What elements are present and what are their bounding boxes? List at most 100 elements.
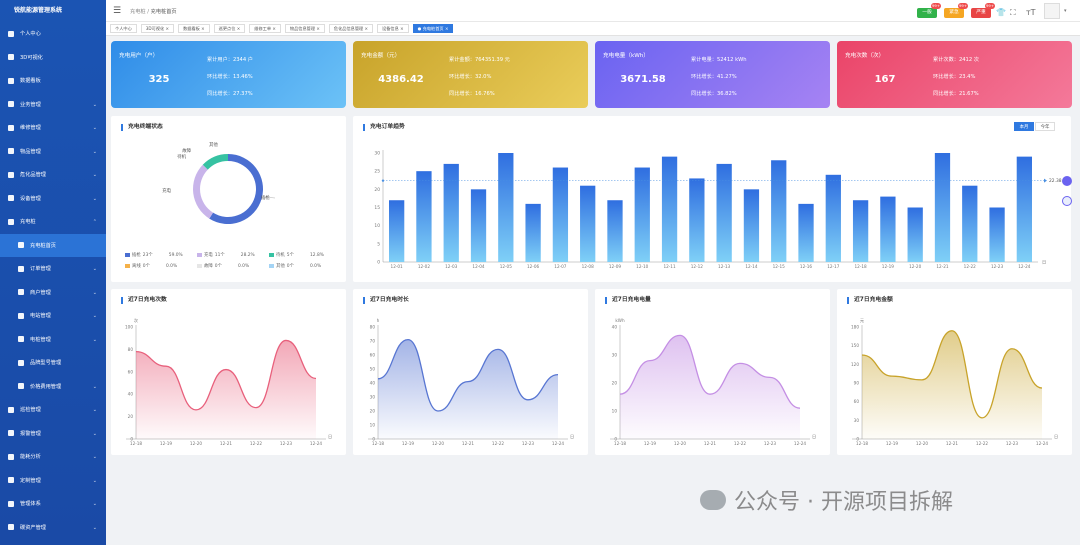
fullscreen-icon[interactable]: ⛶ <box>1010 8 1016 17</box>
bar-chart: 0 5 10 15 20 25 30 12-01 12-02 12-03 12-04 12-05 12-… <box>374 150 1062 269</box>
close-icon[interactable]: × <box>199 26 205 31</box>
close-icon[interactable]: × <box>315 26 320 31</box>
menu-icon <box>8 148 14 155</box>
alarm-badge-button[interactable]: 紧急 99+ <box>944 3 968 18</box>
sidebar-item[interactable]: 能耗分析 ⌄ <box>0 445 106 469</box>
chevron-down-icon: ⌄ <box>92 172 97 178</box>
sidebar-item[interactable]: 电桩管理 ⌄ <box>0 328 106 352</box>
sidebar-item[interactable]: 数据看板 <box>0 69 106 93</box>
tag-view-item[interactable]: 危化品信息管理 × <box>328 24 374 33</box>
shirt-icon[interactable]: 👕 <box>996 8 1006 17</box>
bar[interactable] <box>416 171 432 262</box>
x-tick-label: 12-19 <box>160 441 173 446</box>
sidebar-item[interactable]: 危化品管理 ⌄ <box>0 163 106 187</box>
chevron-down-icon: ⌄ <box>92 266 97 272</box>
font-size-icon[interactable]: ᴛT <box>1026 8 1036 17</box>
sidebar-item-label: 充电桩 <box>20 219 36 226</box>
sidebar-item[interactable]: 3D可视化 <box>0 46 106 70</box>
series-line[interactable] <box>377 338 559 412</box>
sidebar-item[interactable]: 业务管理 ⌄ <box>0 93 106 117</box>
bar[interactable] <box>580 185 596 262</box>
bar[interactable] <box>880 196 896 262</box>
series-line[interactable] <box>135 339 317 411</box>
legend-pct: 0.0% <box>309 263 322 269</box>
sidebar-item[interactable]: 巡检管理 ⌄ <box>0 398 106 422</box>
bar[interactable] <box>1016 156 1032 262</box>
series-line[interactable] <box>861 330 1043 419</box>
sidebar-item[interactable]: 碳资产管理 ⌄ <box>0 516 106 540</box>
sidebar-item[interactable]: 设备管理 ⌄ <box>0 187 106 211</box>
bar[interactable] <box>771 160 787 262</box>
bar[interactable] <box>907 207 923 263</box>
x-tick-label: 12-24 <box>1036 441 1049 446</box>
sidebar-item[interactable]: 个人中心 <box>0 22 106 46</box>
tag-label: 数据看板 <box>183 26 200 31</box>
sidebar-item[interactable]: 管理体系 ⌄ <box>0 492 106 516</box>
series-line[interactable] <box>619 334 801 409</box>
area-fill <box>378 339 558 439</box>
tag-view-item[interactable]: 巡更点位 × <box>213 24 246 33</box>
y-tick-label: 10 <box>370 423 376 428</box>
close-icon[interactable]: × <box>235 26 241 31</box>
close-icon[interactable]: × <box>398 26 404 31</box>
close-icon[interactable]: × <box>164 26 170 31</box>
range-toggle-button[interactable]: 本月 <box>1014 122 1034 131</box>
tag-view-item[interactable]: 物品信息管理 × <box>284 24 325 33</box>
bar[interactable] <box>716 163 732 262</box>
close-icon[interactable]: × <box>443 26 449 31</box>
bar[interactable] <box>607 200 623 262</box>
tag-view-item[interactable]: 3D可视化 × <box>140 24 175 33</box>
sidebar-item[interactable]: 充电桩首页 <box>0 233 106 257</box>
y-tick-label: 40 <box>612 325 618 330</box>
close-icon[interactable]: × <box>271 26 276 31</box>
sidebar-item[interactable]: 价格费用管理 ⌄ <box>0 375 106 399</box>
bar[interactable] <box>552 167 569 262</box>
sidebar-item[interactable]: 物品管理 ⌄ <box>0 140 106 164</box>
bar[interactable] <box>525 203 541 262</box>
bar[interactable] <box>852 200 869 262</box>
bar[interactable] <box>989 207 1005 263</box>
sidebar-item[interactable]: 维修管理 ⌄ <box>0 116 106 140</box>
bar[interactable] <box>389 200 405 262</box>
sidebar-item[interactable]: 充电桩 ⌃ <box>0 210 106 234</box>
tag-label: 危化品信息管理 <box>333 26 364 31</box>
bar[interactable] <box>634 167 650 262</box>
sidebar-item[interactable]: 定制管理 ⌄ <box>0 469 106 493</box>
sidebar-item[interactable]: 商户管理 ⌄ <box>0 281 106 305</box>
x-tick-label: 12-18 <box>855 264 868 269</box>
bar[interactable] <box>798 203 814 262</box>
bar[interactable] <box>825 174 841 262</box>
tag-view-item[interactable]: 设备信息 × <box>377 24 409 33</box>
robot-icon[interactable] <box>1062 196 1072 206</box>
bar[interactable] <box>661 156 678 262</box>
sidebar-item[interactable]: 订单管理 ⌄ <box>0 257 106 281</box>
bar[interactable] <box>470 189 487 262</box>
bar[interactable] <box>743 189 760 262</box>
close-icon[interactable]: × <box>363 26 369 31</box>
tag-view-item[interactable]: 数据看板 × <box>178 24 210 33</box>
bar[interactable] <box>962 185 978 262</box>
x-tick-label: 12-18 <box>614 441 627 446</box>
bar[interactable] <box>443 163 459 262</box>
tag-view-item[interactable]: 个人中心 <box>110 24 137 33</box>
donut-slice <box>209 154 263 224</box>
feedback-icon[interactable] <box>1062 176 1072 186</box>
alarm-badge-button[interactable]: 一般 99+ <box>917 3 941 18</box>
bar[interactable] <box>498 153 514 262</box>
tag-view-item[interactable]: ● 充电桩首页 × <box>412 24 454 33</box>
bar[interactable] <box>934 153 951 262</box>
sidebar-item[interactable]: 品牌型号管理 <box>0 351 106 375</box>
alarm-badge-button[interactable]: 严重 99+ <box>971 3 995 18</box>
sidebar-item[interactable]: 报警管理 ⌄ <box>0 422 106 446</box>
tag-view-item[interactable]: 维修工单 × <box>249 24 281 33</box>
x-tick-label: 12-22 <box>734 441 747 446</box>
bar[interactable] <box>689 178 705 262</box>
avatar[interactable] <box>1044 3 1060 19</box>
sidebar-item[interactable]: 电站管理 ⌄ <box>0 304 106 328</box>
range-toggle-button[interactable]: 今年 <box>1035 122 1055 131</box>
stat-row: 环比增长：32.0% <box>449 74 492 80</box>
menu-toggle-icon[interactable]: ☰ <box>113 6 122 16</box>
chevron-down-icon[interactable]: ▾ <box>1064 8 1067 14</box>
breadcrumb-item[interactable]: 充电桩 <box>130 9 146 15</box>
